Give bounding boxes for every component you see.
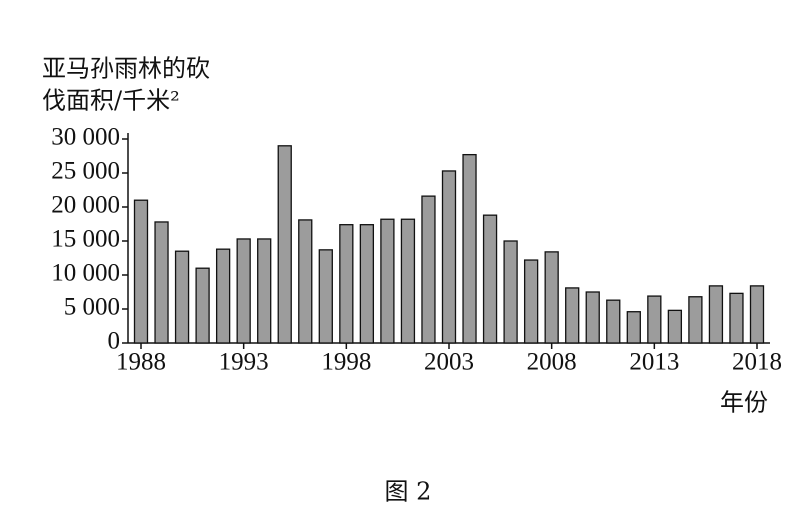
bar (585, 291, 600, 344)
bar (277, 145, 292, 344)
bar (708, 285, 724, 344)
x-tick-label: 1998 (321, 349, 371, 376)
bar (257, 238, 272, 344)
bar (606, 299, 621, 344)
x-axis-label: 年份 (720, 389, 768, 417)
bar (729, 292, 744, 344)
bar (626, 311, 641, 344)
bar (400, 218, 416, 344)
y-tick-label: 10 000 (51, 260, 120, 287)
y-tick-label: 0 (108, 328, 121, 355)
x-tick-label: 2008 (527, 349, 577, 376)
bar (565, 287, 580, 344)
bar (174, 250, 190, 344)
bar (462, 153, 477, 344)
bar (749, 285, 765, 344)
bar (359, 224, 375, 344)
y-axis-label: 亚马孙雨林的砍 (42, 55, 210, 83)
bar (441, 170, 457, 344)
y-tick-label: 30 000 (51, 124, 120, 151)
x-tick-label: 1988 (116, 349, 166, 376)
bar (482, 214, 498, 344)
x-tick-label: 2003 (424, 349, 474, 376)
bar (647, 295, 662, 344)
bar (421, 195, 436, 344)
bar (523, 259, 539, 344)
bar (298, 219, 313, 344)
y-axis-label: 伐面积/千米² (42, 87, 180, 115)
bar (667, 309, 683, 344)
y-tick-label: 20 000 (51, 192, 120, 219)
bar (380, 218, 395, 344)
bar (318, 249, 333, 344)
x-tick-label: 2018 (732, 349, 782, 376)
y-tick-label: 25 000 (51, 158, 120, 185)
caption: 图 2 (385, 478, 432, 506)
bar (215, 248, 231, 344)
y-tick-label: 5 000 (64, 294, 120, 321)
bar (195, 267, 210, 344)
bar (544, 251, 559, 344)
bar (133, 199, 149, 344)
bar (339, 224, 354, 344)
x-tick-label: 1993 (219, 349, 269, 376)
x-tick-label: 2013 (629, 349, 679, 376)
y-tick-label: 15 000 (51, 226, 120, 253)
bar (503, 240, 518, 344)
bar (154, 221, 169, 344)
bar (688, 296, 703, 344)
bar (236, 238, 251, 344)
